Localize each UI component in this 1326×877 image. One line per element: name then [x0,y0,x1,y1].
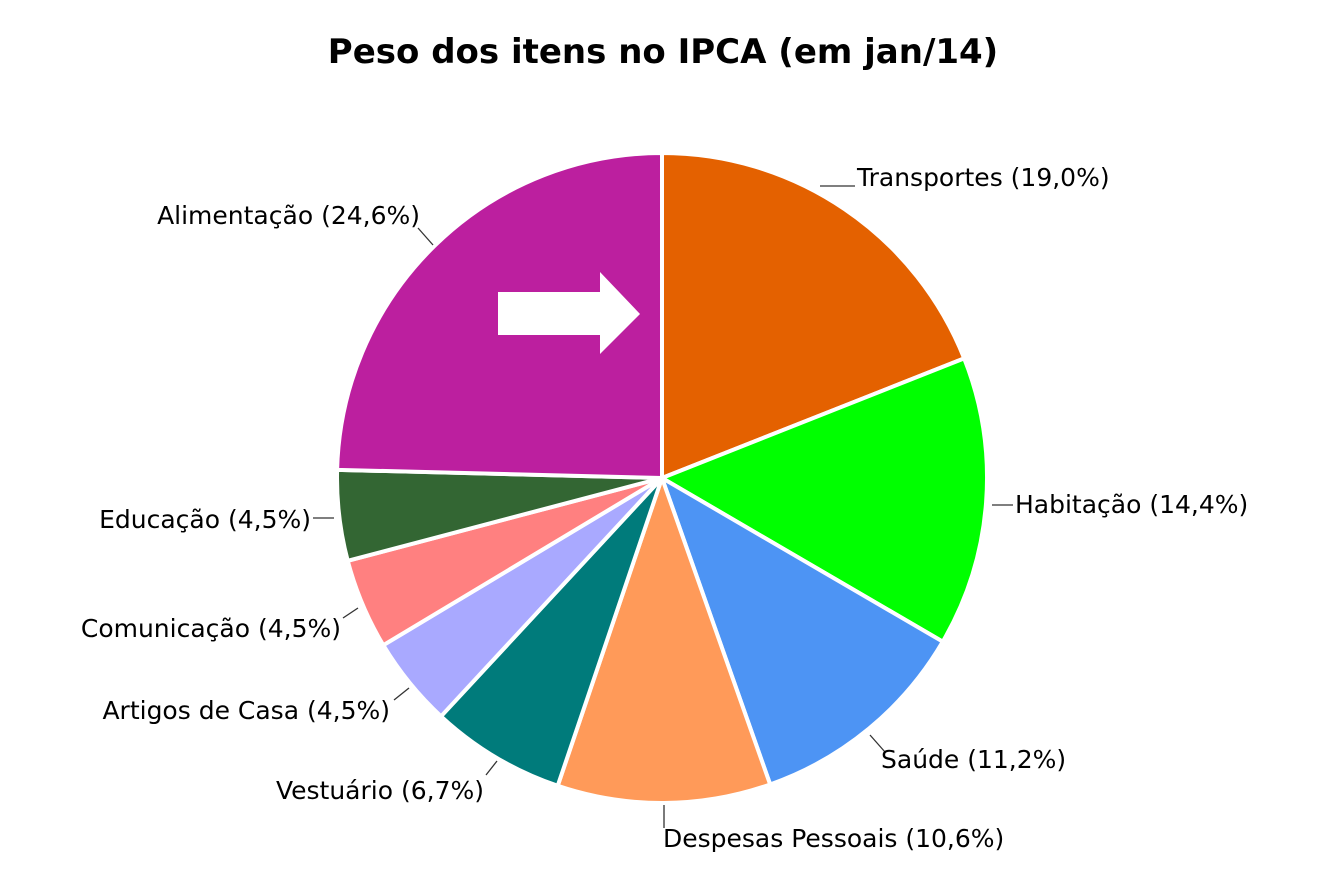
leader-line [393,687,410,701]
slice-labels: Transportes (19,0%) Habitação (14,4%) Saúd… [81,163,1248,853]
leader-line [417,227,434,246]
slice-label: Vestuário (6,7%) [276,776,484,805]
pie-slice [660,151,967,480]
pie-slice [555,476,773,805]
slice-label: Despesas Pessoais (10,6%) [663,824,1004,853]
pie-slice [660,356,989,644]
pie-slice [660,476,945,787]
slice-label: Transportes (19,0%) [856,163,1110,192]
leader-lines [313,185,1013,828]
slice-label: Alimentação (24,6%) [157,201,420,230]
slice-label: Comunicação (4,5%) [81,614,341,643]
leader-line [485,760,498,776]
leader-line [342,607,359,619]
pie-slice [439,476,664,788]
pie-slices [335,151,989,805]
arrow-annotation [498,272,640,354]
slice-label: Saúde (11,2%) [881,745,1066,774]
leader-line [869,734,886,753]
slice-label: Habitação (14,4%) [1015,490,1248,519]
chart-title: Peso dos itens no IPCA (em jan/14) [327,32,999,72]
slice-label: Artigos de Casa (4,5%) [102,696,390,725]
slice-label: Educação (4,5%) [99,505,311,534]
